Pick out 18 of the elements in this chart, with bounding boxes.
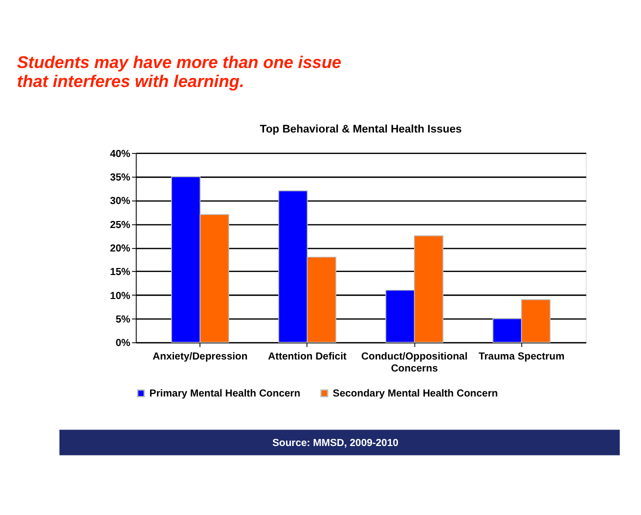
x-tick-label: Anxiety/Depression <box>152 352 248 363</box>
y-tick-label: 15% <box>110 267 130 278</box>
y-tick-label: 5% <box>116 314 130 326</box>
x-tick-label: Conduct/Oppositional Concerns <box>361 352 468 375</box>
y-tick-label: 40% <box>110 148 130 160</box>
chart-subtitle: Top Behavioral & Mental Health Issues <box>260 124 462 136</box>
legend-label: Secondary Mental Health Concern <box>332 388 498 400</box>
y-tick-label: 30% <box>110 196 130 208</box>
y-tick-label: 35% <box>110 172 130 184</box>
y-tick-label: 0% <box>116 338 130 350</box>
x-tick-label: Attention Deficit <box>268 352 348 363</box>
chart-title: Students may have more than one issue that interferes with learning. <box>16 53 342 91</box>
y-tick-label: 10% <box>110 290 130 302</box>
x-tick-label: Trauma Spectrum <box>478 352 564 363</box>
source-note: Source: MMSD, 2009-2010 <box>272 438 399 449</box>
y-tick-label: 25% <box>110 220 130 231</box>
y-tick-label: 20% <box>110 243 130 254</box>
legend-label: Primary Mental Health Concern <box>149 388 300 400</box>
